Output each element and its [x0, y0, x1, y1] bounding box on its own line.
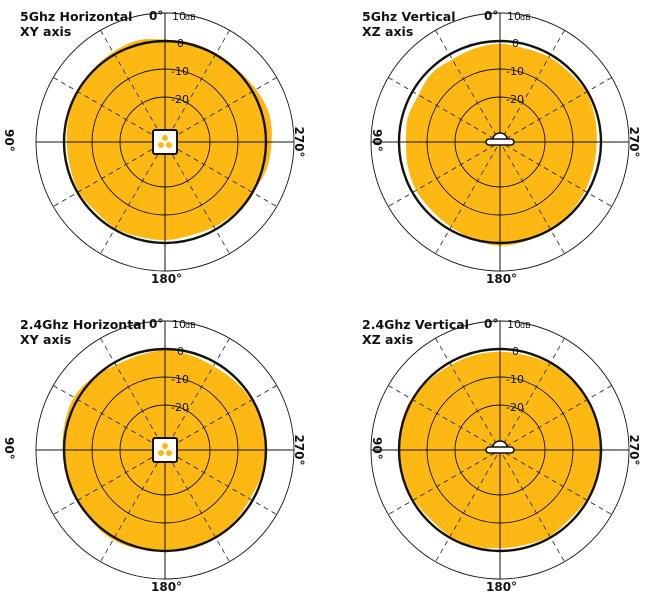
ring-label-minus-10: -10 — [171, 65, 189, 78]
polar-panel-5ghz-vertical: 5Ghz Vertical XZ axis 10 dB 0 -10 -20 0°… — [362, 9, 641, 286]
angle-label-270: 270° — [627, 434, 641, 465]
ring-unit-label: dB — [520, 321, 531, 330]
ring-label-0: 0 — [512, 37, 519, 50]
angle-label-0: 0° — [484, 9, 498, 23]
angle-label-90: 90° — [2, 437, 16, 460]
ring-label-10: 10 — [172, 318, 186, 331]
angle-label-90: 90° — [2, 129, 16, 152]
ring-unit-label: dB — [185, 13, 196, 22]
ring-label-minus-20: -20 — [171, 93, 189, 106]
access-point-side-icon — [485, 132, 515, 146]
panel-title: 2.4Ghz Horizontal — [20, 317, 146, 332]
ring-label-minus-10: -10 — [171, 373, 189, 386]
ring-label-0: 0 — [512, 345, 519, 358]
ring-label-minus-10: -10 — [506, 373, 524, 386]
ring-label-0: 0 — [177, 345, 184, 358]
angle-label-180: 180° — [486, 272, 517, 286]
angle-label-0: 0° — [149, 317, 163, 331]
angle-label-90: 90° — [370, 129, 384, 152]
ring-label-minus-10: -10 — [506, 65, 524, 78]
ring-label-minus-20: -20 — [171, 401, 189, 414]
angle-label-0: 0° — [149, 9, 163, 23]
polar-panel-5ghz-horizontal: 5Ghz Horizontal XY axis 10 dB 0 -10 -20 … — [2, 9, 306, 286]
angle-label-270: 270° — [627, 126, 641, 157]
panel-title: 5Ghz Horizontal — [20, 9, 132, 24]
panel-subtitle: XZ axis — [362, 24, 413, 39]
panel-subtitle: XY axis — [20, 24, 71, 39]
angle-label-270: 270° — [292, 126, 306, 157]
angle-label-180: 180° — [151, 580, 182, 594]
angle-label-0: 0° — [484, 317, 498, 331]
panel-subtitle: XZ axis — [362, 332, 413, 347]
ring-label-10: 10 — [172, 10, 186, 23]
ring-label-10: 10 — [507, 10, 521, 23]
access-point-side-icon — [485, 440, 515, 454]
ring-label-10: 10 — [507, 318, 521, 331]
polar-panel-2-4ghz-vertical: 2.4Ghz Vertical XZ axis 10 dB 0 -10 -20 … — [362, 317, 641, 594]
ring-label-minus-20: -20 — [506, 401, 524, 414]
ring-label-minus-20: -20 — [506, 93, 524, 106]
angle-label-180: 180° — [486, 580, 517, 594]
angle-label-270: 270° — [292, 434, 306, 465]
ring-unit-label: dB — [520, 13, 531, 22]
access-point-top-icon — [152, 129, 178, 155]
ring-label-0: 0 — [177, 37, 184, 50]
polar-panel-2-4ghz-horizontal: 2.4Ghz Horizontal XY axis 10 dB 0 -10 -2… — [2, 317, 306, 594]
panel-title: 2.4Ghz Vertical — [362, 317, 469, 332]
angle-label-180: 180° — [151, 272, 182, 286]
panel-title: 5Ghz Vertical — [362, 9, 456, 24]
ring-unit-label: dB — [185, 321, 196, 330]
panel-subtitle: XY axis — [20, 332, 71, 347]
access-point-top-icon — [152, 437, 178, 463]
angle-label-90: 90° — [370, 437, 384, 460]
